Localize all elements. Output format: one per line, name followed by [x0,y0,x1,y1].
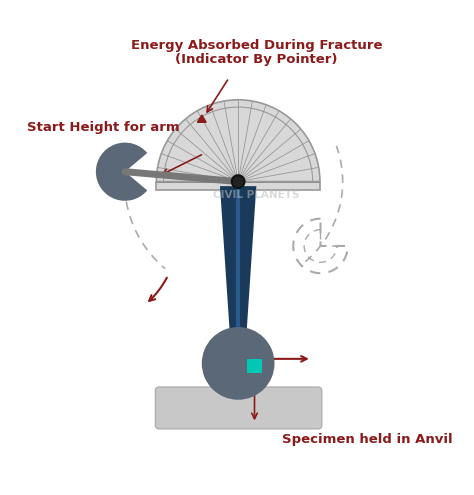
Wedge shape [156,100,320,182]
Text: Specimen held in Anvil: Specimen held in Anvil [282,434,452,446]
Wedge shape [202,327,274,400]
Text: Start Height for arm: Start Height for arm [27,121,180,134]
Text: (Indicator By Pointer): (Indicator By Pointer) [175,53,337,66]
Polygon shape [198,115,206,122]
Text: Energy Absorbed During Fracture: Energy Absorbed During Fracture [130,39,382,52]
Bar [247,359,262,373]
Wedge shape [96,143,147,201]
Bar [156,182,320,190]
FancyBboxPatch shape [155,387,322,429]
Circle shape [232,175,245,188]
Text: CIVIL PLANETS: CIVIL PLANETS [213,190,300,200]
Polygon shape [220,186,256,350]
